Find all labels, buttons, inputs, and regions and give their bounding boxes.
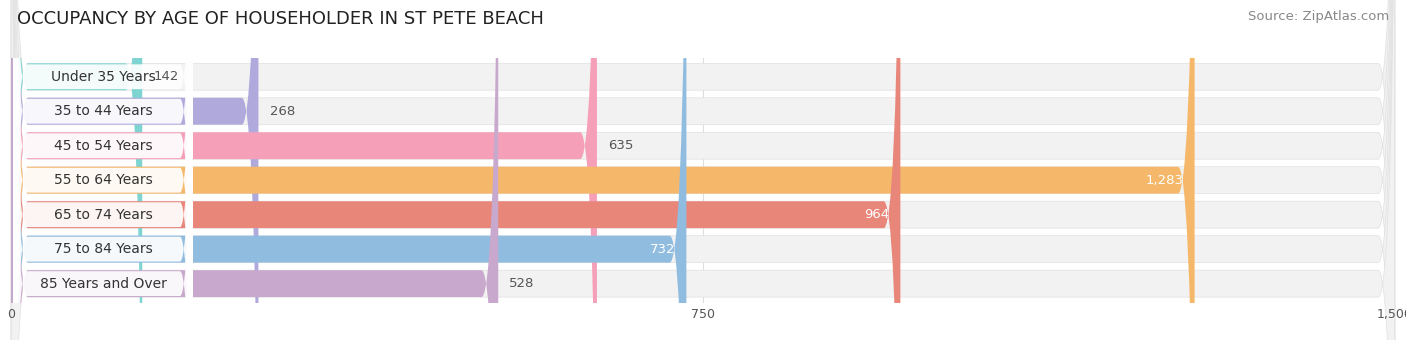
FancyBboxPatch shape	[11, 0, 686, 340]
Text: 964: 964	[865, 208, 890, 221]
FancyBboxPatch shape	[13, 0, 193, 340]
FancyBboxPatch shape	[11, 0, 259, 340]
FancyBboxPatch shape	[11, 0, 142, 340]
FancyBboxPatch shape	[11, 0, 1395, 340]
Text: 75 to 84 Years: 75 to 84 Years	[53, 242, 152, 256]
FancyBboxPatch shape	[11, 0, 598, 340]
Text: 268: 268	[270, 105, 295, 118]
Text: 65 to 74 Years: 65 to 74 Years	[53, 208, 152, 222]
Text: 1,283: 1,283	[1146, 174, 1184, 187]
FancyBboxPatch shape	[11, 0, 1195, 340]
Text: Under 35 Years: Under 35 Years	[51, 70, 156, 84]
Text: 635: 635	[607, 139, 633, 152]
FancyBboxPatch shape	[13, 0, 193, 340]
Text: 45 to 54 Years: 45 to 54 Years	[53, 139, 152, 153]
FancyBboxPatch shape	[11, 0, 1395, 340]
FancyBboxPatch shape	[13, 0, 193, 340]
Text: 732: 732	[650, 243, 675, 256]
Text: 35 to 44 Years: 35 to 44 Years	[53, 104, 152, 118]
FancyBboxPatch shape	[13, 0, 193, 340]
Text: OCCUPANCY BY AGE OF HOUSEHOLDER IN ST PETE BEACH: OCCUPANCY BY AGE OF HOUSEHOLDER IN ST PE…	[17, 10, 544, 28]
FancyBboxPatch shape	[11, 0, 900, 340]
FancyBboxPatch shape	[11, 0, 498, 340]
Text: 85 Years and Over: 85 Years and Over	[39, 277, 166, 291]
Text: 55 to 64 Years: 55 to 64 Years	[53, 173, 152, 187]
Text: 528: 528	[509, 277, 534, 290]
Text: Source: ZipAtlas.com: Source: ZipAtlas.com	[1249, 10, 1389, 23]
FancyBboxPatch shape	[13, 0, 193, 340]
FancyBboxPatch shape	[13, 0, 193, 340]
FancyBboxPatch shape	[11, 0, 1395, 340]
FancyBboxPatch shape	[11, 0, 1395, 340]
FancyBboxPatch shape	[11, 0, 1395, 340]
FancyBboxPatch shape	[11, 0, 1395, 340]
FancyBboxPatch shape	[13, 0, 193, 340]
Text: 142: 142	[153, 70, 179, 83]
FancyBboxPatch shape	[11, 0, 1395, 340]
